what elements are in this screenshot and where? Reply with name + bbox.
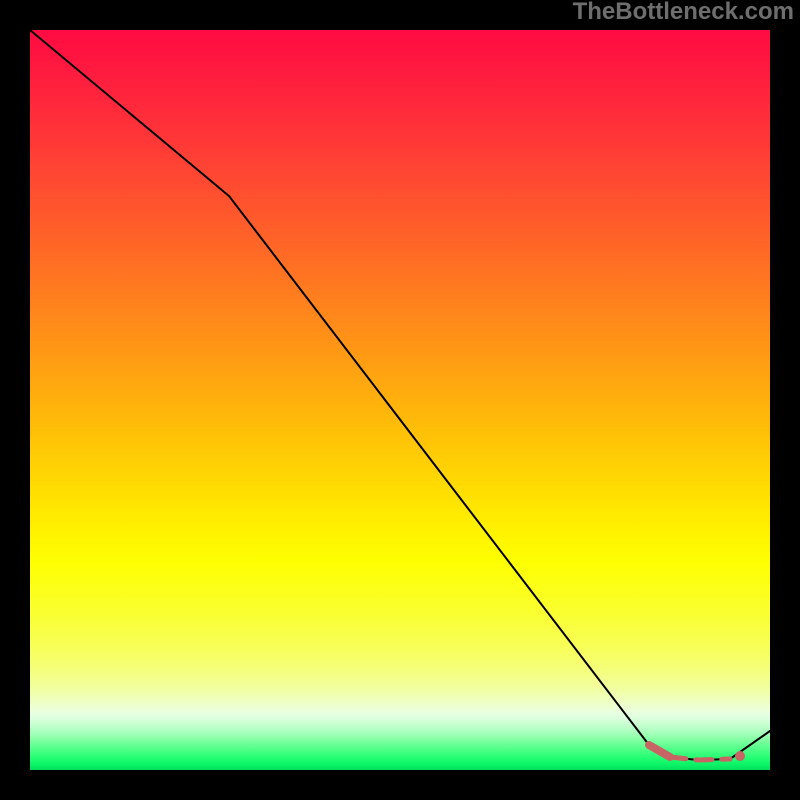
watermark-text: TheBottleneck.com: [573, 0, 794, 24]
chart-stage: TheBottleneck.com: [0, 0, 800, 800]
chart-svg: [0, 0, 800, 800]
highlight-dashes: [670, 757, 730, 760]
highlight-dot: [735, 751, 745, 761]
plot-area: [30, 30, 770, 770]
